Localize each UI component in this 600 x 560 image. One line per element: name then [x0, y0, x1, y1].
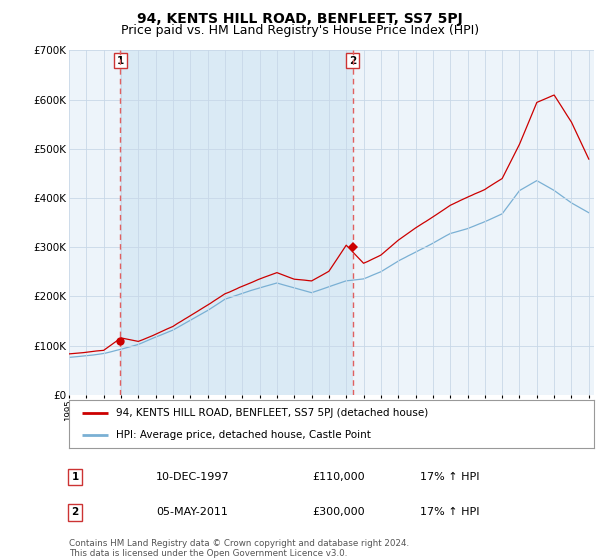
- Text: 17% ↑ HPI: 17% ↑ HPI: [420, 507, 479, 517]
- Text: 2: 2: [71, 507, 79, 517]
- Text: 1: 1: [71, 472, 79, 482]
- Text: 94, KENTS HILL ROAD, BENFLEET, SS7 5PJ (detached house): 94, KENTS HILL ROAD, BENFLEET, SS7 5PJ (…: [116, 408, 428, 418]
- Text: £300,000: £300,000: [312, 507, 365, 517]
- Text: HPI: Average price, detached house, Castle Point: HPI: Average price, detached house, Cast…: [116, 430, 371, 440]
- Text: £110,000: £110,000: [312, 472, 365, 482]
- Text: Price paid vs. HM Land Registry's House Price Index (HPI): Price paid vs. HM Land Registry's House …: [121, 24, 479, 36]
- Text: 05-MAY-2011: 05-MAY-2011: [156, 507, 228, 517]
- Text: 17% ↑ HPI: 17% ↑ HPI: [420, 472, 479, 482]
- Bar: [120, 50, 353, 395]
- Text: 94, KENTS HILL ROAD, BENFLEET, SS7 5PJ: 94, KENTS HILL ROAD, BENFLEET, SS7 5PJ: [137, 12, 463, 26]
- Text: 2: 2: [349, 55, 356, 66]
- Text: 1: 1: [116, 55, 124, 66]
- Text: Contains HM Land Registry data © Crown copyright and database right 2024.
This d: Contains HM Land Registry data © Crown c…: [69, 539, 409, 558]
- Text: 10-DEC-1997: 10-DEC-1997: [156, 472, 230, 482]
